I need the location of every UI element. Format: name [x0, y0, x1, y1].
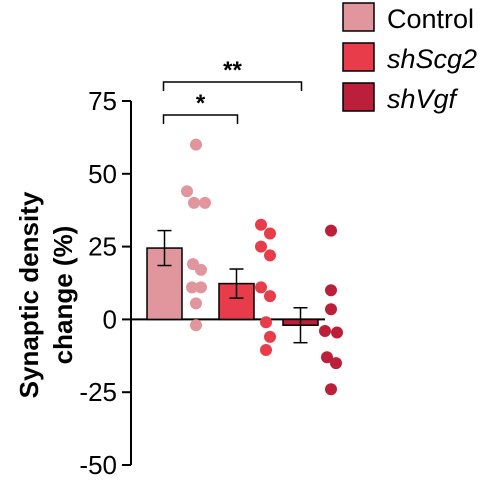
data-point: [319, 325, 331, 338]
data-point: [260, 343, 272, 356]
data-point: [325, 303, 337, 316]
legend-label: shScg2: [387, 44, 477, 74]
data-point: [195, 281, 207, 294]
significance-brackets: ***: [162, 57, 303, 124]
y-tick-label: 50: [88, 159, 117, 189]
y-axis-title-line-1: Synaptic density: [14, 191, 44, 398]
data-point: [321, 351, 333, 364]
error-bars: [157, 229, 308, 344]
data-point: [181, 185, 193, 198]
data-point: [325, 383, 337, 396]
data-point: [264, 330, 276, 343]
data-point: [264, 227, 276, 240]
data-point: [186, 281, 198, 294]
data-point: [199, 196, 211, 209]
data-point: [255, 240, 267, 253]
significance-bracket: [162, 114, 239, 124]
data-point: [195, 263, 207, 276]
data-points: [181, 138, 343, 396]
data-point: [260, 316, 272, 329]
data-point: [190, 138, 202, 151]
y-tick-label: -50: [79, 450, 117, 480]
legend-label: shVgf: [387, 84, 459, 114]
legend-swatch: [342, 42, 375, 72]
y-axis: 75 50 25 0 -25 -50: [79, 86, 325, 480]
significance-bracket: [162, 81, 303, 91]
data-point: [264, 249, 276, 262]
data-point: [330, 357, 342, 370]
y-axis-title-line-2: change (%): [48, 226, 78, 365]
bar-control: [146, 247, 183, 321]
y-tick-label: 0: [103, 304, 117, 334]
data-point: [264, 290, 276, 303]
legend-swatch: [342, 82, 375, 112]
legend: Control shScg2 shVgf: [342, 2, 477, 114]
data-point: [255, 281, 267, 294]
data-point: [325, 284, 337, 297]
legend-swatch: [342, 2, 375, 32]
legend-label: Control: [387, 4, 474, 34]
y-tick-label: -25: [79, 377, 117, 407]
data-point: [331, 326, 343, 339]
y-tick-label: 75: [88, 86, 117, 116]
data-point: [255, 218, 267, 231]
data-point: [325, 224, 337, 237]
y-tick-label: 25: [88, 232, 117, 262]
significance-label: *: [196, 90, 206, 117]
data-point: [190, 297, 202, 310]
data-point: [190, 319, 202, 332]
data-point: [188, 196, 200, 209]
significance-label: **: [223, 57, 242, 84]
bars: [146, 247, 319, 326]
